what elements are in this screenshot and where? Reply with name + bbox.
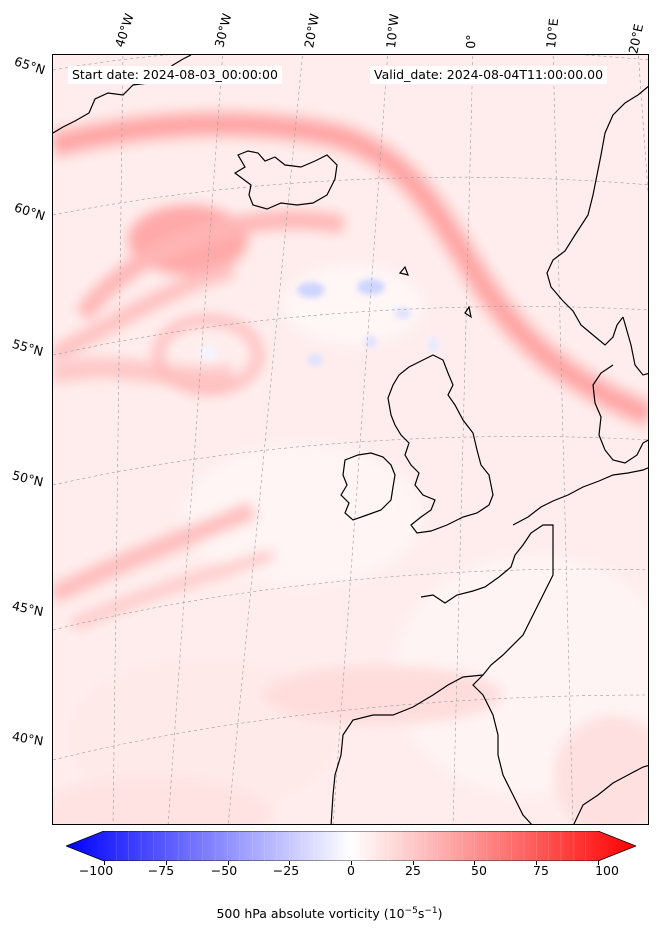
valid-date-label: Valid_date: 2024-08-04T11:00:00.00 [370, 66, 608, 84]
lon-label-0: 0° [463, 34, 479, 49]
cb-tickmark [536, 861, 537, 865]
start-date-label: Start date: 2024-08-03_00:00:00 [68, 66, 282, 84]
colorbar-label: 500 hPa absolute vorticity (10−5s−1) [216, 906, 443, 922]
ireland-coast [340, 452, 396, 521]
cb-tick-label: 0 [347, 863, 355, 878]
colorbar [64, 830, 638, 862]
cb-tick-label: −75 [147, 863, 175, 878]
lat-label-45n: 45°N [10, 597, 45, 620]
cb-tick-label: 50 [471, 863, 487, 878]
greenland-coast [53, 55, 192, 134]
cb-tickmark [289, 861, 290, 865]
vorticity-map [53, 55, 648, 824]
mediterranean-coast [573, 764, 648, 824]
cb-tick-label: −25 [272, 863, 300, 878]
iberia-coast [330, 674, 484, 824]
lon-label-10e: 10°E [543, 17, 562, 49]
denmark-coast [592, 364, 648, 464]
iceland-coast [233, 150, 338, 210]
cb-tick-label: 100 [595, 863, 619, 878]
lat-label-40n: 40°N [10, 728, 45, 749]
norway-coast [546, 85, 648, 346]
great-britain-coast [387, 354, 494, 534]
cb-tickmark [474, 861, 475, 865]
lon-label-20e: 20°E [625, 22, 647, 56]
lon-label-10w: 10°W [383, 13, 402, 49]
north-sea-continental-coast [512, 467, 648, 526]
lon-label-20w: 20°W [301, 12, 322, 49]
cb-tickmark [598, 861, 599, 865]
cb-tickmark [351, 861, 352, 865]
cb-tick-label: −100 [78, 863, 114, 878]
lon-label-30w: 30°W [211, 11, 235, 50]
cb-tickmark [166, 861, 167, 865]
graticule [53, 55, 648, 824]
coastlines [53, 55, 648, 824]
lat-label-50n: 50°N [10, 467, 45, 490]
lon-label-40w: 40°W [111, 11, 137, 49]
vorticity-field [53, 110, 648, 824]
cb-tick-label: 75 [533, 863, 549, 878]
lat-label-55n: 55°N [10, 335, 45, 360]
cb-tickmark [104, 861, 105, 865]
cb-tick-label: −50 [210, 863, 238, 878]
lat-label-60n: 60°N [12, 199, 48, 224]
cb-tickmark [228, 861, 229, 865]
map-panel [52, 54, 649, 825]
cb-tick-label: 25 [405, 863, 421, 878]
sweden-coast [622, 316, 648, 376]
france-coast [420, 524, 554, 824]
negative-vorticity-spots [198, 279, 439, 366]
cb-tickmark [413, 861, 414, 865]
lat-label-65n: 65°N [12, 53, 48, 78]
